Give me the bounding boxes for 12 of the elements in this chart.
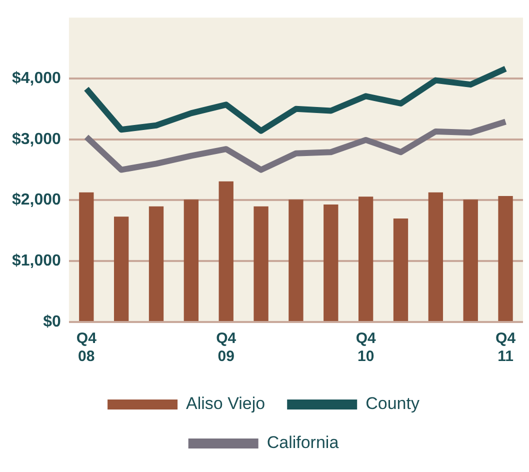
x-tick-label: Q4 10 — [356, 330, 376, 366]
y-tick-label: $1,000 — [12, 252, 62, 270]
legend-label: Aliso Viejo — [186, 394, 266, 414]
y-tick-label: $3,000 — [12, 130, 62, 148]
y-tick-label: $0 — [43, 313, 62, 330]
legend-label: County — [366, 394, 420, 414]
legend-label: California — [266, 433, 340, 452]
y-tick-label: $2,000 — [12, 192, 62, 209]
x-tick-label: Q4 09 — [216, 330, 237, 366]
x-tick-label: Q4 11 — [496, 330, 516, 366]
x-tick-label: Q4 08 — [76, 330, 98, 366]
y-tick-label: $4,000 — [12, 70, 62, 87]
